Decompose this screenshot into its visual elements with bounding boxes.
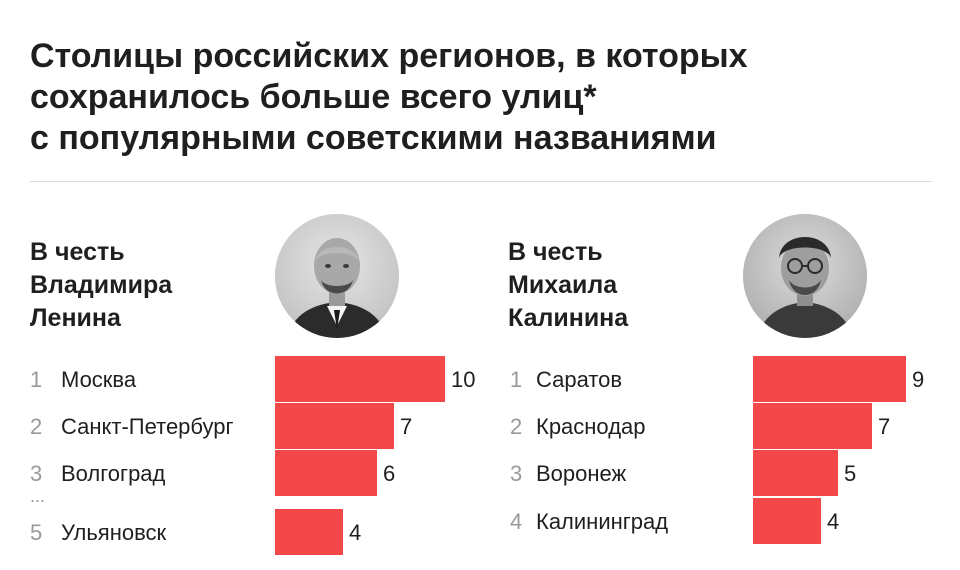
kalinin-value-label: 7 [878, 414, 890, 439]
kalinin-heading-line-3: Калинина [508, 304, 629, 332]
kalinin-portrait [743, 214, 867, 338]
lenin-value-label: 10 [451, 367, 475, 392]
kalinin-panel-heading: В честь Михаила Калинина [508, 236, 628, 335]
lenin-portrait [275, 214, 399, 338]
kalinin-category-label: Саратов [536, 367, 622, 392]
lenin-bar [275, 403, 394, 449]
lenin-panel-heading: В честь Владимира Ленина [30, 236, 172, 335]
kalinin-bar [753, 403, 872, 449]
lenin-category-label: Волгоград [61, 461, 166, 486]
lenin-rank-label: 1 [30, 367, 42, 392]
lenin-bar [275, 356, 445, 402]
kalinin-bar [753, 450, 838, 496]
kalinin-rank-label: 3 [510, 461, 522, 486]
kalinin-rank-label: 2 [510, 414, 522, 439]
kalinin-category-label: Калининград [536, 509, 668, 534]
chart-title-line-3: с популярными советскими названиями [30, 119, 717, 157]
lenin-heading-line-1: В честь [30, 238, 125, 266]
lenin-category-label: Ульяновск [61, 520, 167, 545]
kalinin-heading-line-2: Михаила [508, 271, 618, 299]
lenin-category-label: Санкт-Петербург [61, 414, 234, 439]
lenin-value-label: 6 [383, 461, 395, 486]
kalinin-category-label: Краснодар [536, 414, 646, 439]
chart-title-line-1: Столицы российских регионов, в которых [30, 37, 748, 75]
title-divider [30, 181, 932, 182]
lenin-value-label: 7 [400, 414, 412, 439]
chart-title: Столицы российских регионов, в которых с… [30, 36, 930, 159]
chart-title-line-2: сохранилось больше всего улиц* [30, 78, 597, 116]
lenin-category-label: Москва [61, 367, 137, 392]
kalinin-rank-label: 4 [510, 509, 522, 534]
lenin-rank-label: 3 [30, 461, 42, 486]
kalinin-value-label: 5 [844, 461, 856, 486]
lenin-rank-label: 2 [30, 414, 42, 439]
lenin-portrait-image [275, 214, 399, 338]
lenin-bar [275, 509, 343, 555]
lenin-rank-label: 5 [30, 520, 42, 545]
kalinin-rank-label: 1 [510, 367, 522, 392]
kalinin-value-label: 9 [912, 367, 924, 392]
lenin-bar [275, 450, 377, 496]
kalinin-bar [753, 356, 906, 402]
kalinin-heading-line-1: В честь [508, 238, 603, 266]
lenin-ellipsis: ... [30, 486, 45, 506]
lenin-heading-line-2: Владимира [30, 271, 173, 299]
lenin-heading-line-3: Ленина [30, 304, 121, 332]
kalinin-value-label: 4 [827, 509, 839, 534]
kalinin-bar [753, 498, 821, 544]
lenin-value-label: 4 [349, 520, 361, 545]
kalinin-category-label: Воронеж [536, 461, 627, 486]
kalinin-portrait-image [743, 214, 867, 338]
